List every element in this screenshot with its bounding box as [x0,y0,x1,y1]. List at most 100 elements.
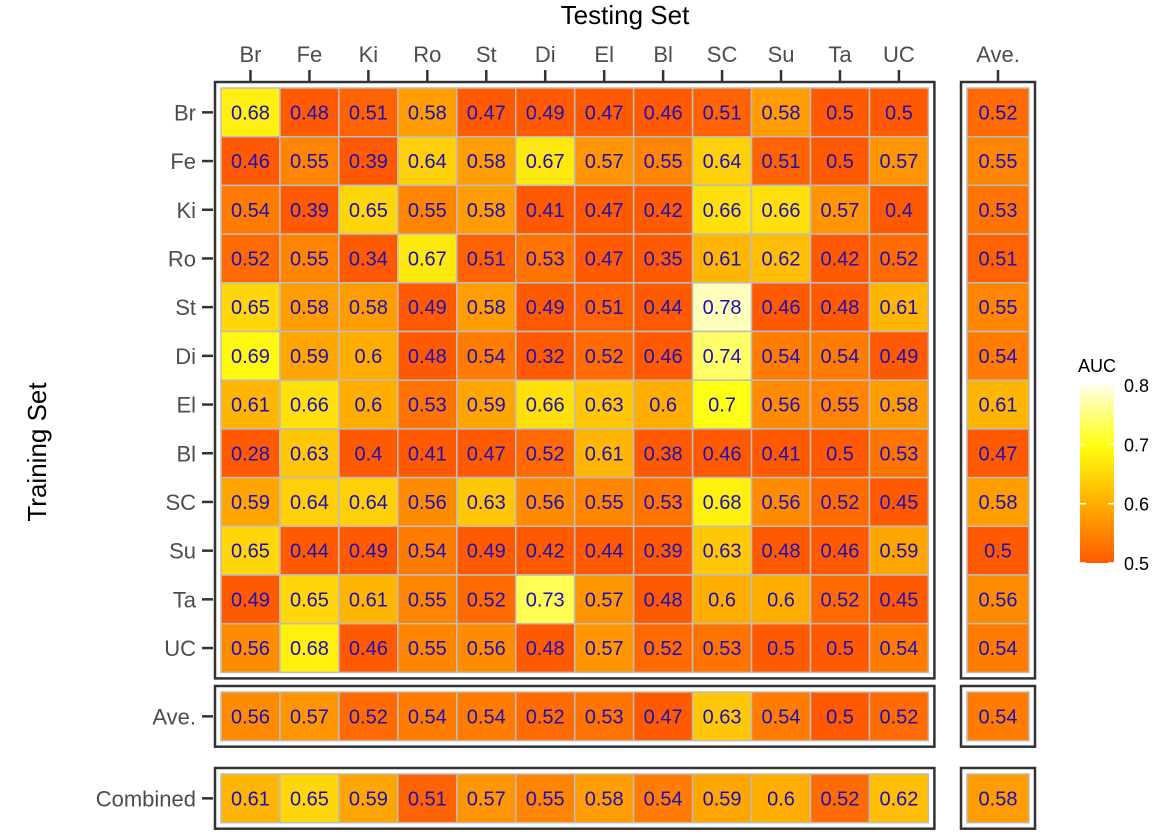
heatmap-cell-label: 0.44 [585,541,624,563]
heatmap-cell-label: 0.55 [408,200,447,222]
combined-row-cell-label: 0.61 [231,788,270,810]
row-tick-label: Fe [170,149,196,174]
heatmap-cell-label: 0.58 [879,395,918,417]
heatmap-cell-label: 0.66 [762,200,801,222]
row-tick-label: Bl [176,441,196,466]
row-tick-label: Br [174,100,196,125]
heatmap-cell-label: 0.66 [703,200,742,222]
heatmap-cell [220,87,281,138]
heatmap-cell [632,135,694,187]
heatmap-cell [809,233,871,284]
heatmap-cell-label: 0.61 [231,395,270,417]
heatmap-cell-label: 0.49 [879,346,918,368]
column-tick-label: El [594,42,614,67]
heatmap-cell [868,184,930,235]
heatmap-cell [338,184,399,235]
average-row-cell-label: 0.54 [408,706,447,728]
combined-row-cell [868,773,930,824]
heatmap-cell-label: 0.5 [826,638,854,660]
average-column-panel-border [959,80,1037,680]
column-tick-label: Ta [828,42,852,67]
heatmap-cell-label: 0.28 [231,443,270,465]
heatmap-cell-label: 0.52 [821,492,860,514]
heatmap-cell-label: 0.56 [467,638,506,660]
average-row-overall-cell [966,691,1030,742]
column-tick-label: SC [707,42,738,67]
heatmap-cell-label: 0.46 [644,102,683,124]
heatmap-cell-label: 0.46 [762,297,801,319]
heatmap-cell-label: 0.51 [762,151,801,173]
heatmap-cell [397,379,458,430]
heatmap-cell-label: 0.58 [408,102,447,124]
average-row-cell-label: 0.47 [644,706,683,728]
heatmap-cell-label: 0.65 [290,589,329,611]
heatmap-cell [868,428,930,479]
heatmap-cell [279,574,340,625]
heatmap-cell-label: 0.54 [408,541,447,563]
heatmap-cell-label: 0.5 [826,102,854,124]
heatmap-cell [809,428,871,479]
heatmap-cell [338,428,399,479]
heatmap-cell-label: 0.54 [879,638,918,660]
heatmap-cell-label: 0.59 [467,395,506,417]
main-heatmap-grid: 0.68 0.48 0.51 0.58 0.47 0.49 0.47 0.46 0.51 0.58… [213,80,936,680]
heatmap-cell [573,525,635,576]
combined-row-tick-label: Combined [96,786,196,811]
average-column-cell-label: 0.58 [979,492,1018,514]
heatmap-cell [456,428,517,479]
heatmap-cell-label: 0.64 [703,151,742,173]
average-row-cell-label: 0.5 [826,706,854,728]
average-column-cell [966,282,1030,333]
heatmap-cell-label: 0.59 [879,541,918,563]
axis-labels: Br Fe Ki Ro St Di El Bl SC Su Ta UC Ave. Br Fe Ki Ro St Di… [96,42,1020,811]
heatmap-cell-label: 0.34 [349,248,388,270]
x-axis-title: Testing Set [561,0,690,30]
heatmap-cell [868,87,930,138]
heatmap-cell-label: 0.65 [231,297,270,319]
average-column-cell [966,87,1030,138]
heatmap-cell-label: 0.68 [290,638,329,660]
average-row-tick-label: Ave. [152,704,196,729]
heatmap-cell-label: 0.65 [349,200,388,222]
heatmap-cell [220,428,281,479]
column-tick-label: Fe [297,42,323,67]
heatmap-cell [338,476,399,528]
column-tick-label: Ki [359,42,379,67]
heatmap-cell-label: 0.68 [231,102,270,124]
heatmap-cell-label: 0.49 [231,589,270,611]
heatmap-cell [397,330,458,381]
heatmap-cell [515,476,576,528]
heatmap-cell-label: 0.46 [231,151,270,173]
heatmap-cell [632,282,694,333]
heatmap-cell-label: 0.53 [703,638,742,660]
average-column-cell-label: 0.55 [979,151,1018,173]
heatmap-cell-label: 0.46 [821,541,860,563]
heatmap-cell-label: 0.57 [585,638,624,660]
legend-title: AUC [1078,356,1116,376]
heatmap-cell-label: 0.58 [467,151,506,173]
average-row-cell-label: 0.53 [585,706,624,728]
average-row-cell-label: 0.63 [703,706,742,728]
heatmap-cell-label: 0.49 [408,297,447,319]
average-row-panel-border [213,684,936,748]
heatmap-cell [456,622,517,674]
heatmap-cell [456,379,517,430]
heatmap-cell-label: 0.52 [526,443,565,465]
heatmap-cell-label: 0.4 [885,200,913,222]
combined-row-overall-cell [966,773,1030,824]
average-row-cell-label: 0.52 [526,706,565,728]
heatmap-cell [573,184,635,235]
heatmap-cell-label: 0.47 [585,200,624,222]
heatmap-cell [691,476,753,528]
heatmap-cell-label: 0.55 [290,248,329,270]
average-column-cell-label: 0.56 [979,589,1018,611]
heatmap-cell [279,525,340,576]
heatmap-cell-label: 0.55 [644,151,683,173]
heatmap-cell-label: 0.55 [585,492,624,514]
average-row-cell [750,691,812,742]
heatmap-cell-label: 0.57 [821,200,860,222]
heatmap-cell [868,135,930,187]
heatmap-cell [397,184,458,235]
combined-row-cell-label: 0.51 [408,788,447,810]
heatmap-cell [750,233,812,284]
